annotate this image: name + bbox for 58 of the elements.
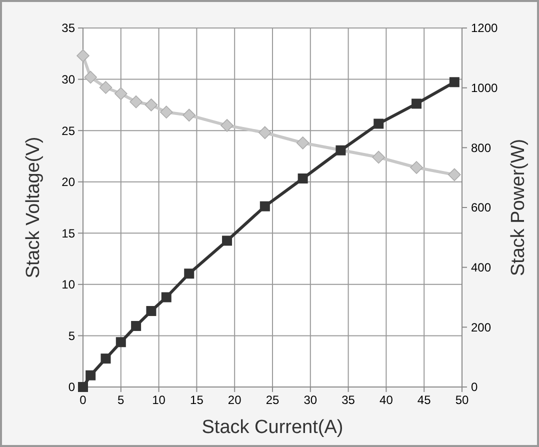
point: [220, 119, 234, 132]
x-axis-title: Stack Current(A): [202, 417, 344, 438]
point: [84, 70, 97, 84]
point: [260, 201, 270, 212]
point: [374, 118, 384, 129]
point: [114, 87, 128, 100]
y-tick-label: 10: [62, 278, 76, 292]
y2-tick-label: 1000: [471, 81, 498, 96]
point: [86, 370, 96, 380]
y2-tick-label: 1200: [471, 21, 498, 36]
y2-tick-label: 200: [471, 320, 492, 334]
y2-tick-label: 0: [471, 380, 478, 394]
point: [222, 236, 232, 246]
point: [448, 168, 461, 182]
y-tick-label: 35: [62, 21, 76, 36]
point: [131, 320, 142, 331]
point: [161, 292, 172, 302]
x-tick-label: 50: [455, 393, 469, 407]
point: [99, 81, 112, 94]
x-tick-label: 30: [304, 393, 318, 407]
y-tick-label: 15: [62, 226, 76, 240]
point: [78, 382, 88, 392]
x-tick-label: 40: [380, 393, 394, 407]
x-tick-label: 35: [342, 393, 356, 407]
x-tick-label: 0: [80, 393, 87, 407]
point: [116, 337, 126, 348]
y-tick-label: 25: [62, 124, 76, 138]
y-tick-label: 30: [62, 72, 76, 86]
x-tick-label: 5: [118, 393, 125, 407]
y2-axis-title: Stack Power(W): [508, 138, 529, 276]
x-tick-label: 20: [228, 393, 242, 407]
x-tick-label: 10: [152, 393, 166, 407]
x-tick-label: 25: [266, 393, 280, 407]
point: [100, 354, 111, 364]
point: [410, 161, 423, 174]
y2-tick-label: 600: [471, 200, 492, 215]
y-axis-title: Stack Voltage(V): [23, 136, 44, 278]
point: [144, 98, 158, 112]
point: [146, 306, 156, 316]
point: [160, 106, 173, 119]
point: [182, 108, 196, 122]
point: [130, 95, 142, 108]
y-tick-label: 5: [68, 328, 76, 343]
point: [296, 136, 310, 150]
y-tick-label: 20: [62, 175, 76, 190]
y2-tick-label: 400: [471, 260, 492, 275]
point: [336, 145, 346, 156]
point: [76, 49, 90, 62]
point: [258, 126, 272, 140]
point: [184, 268, 194, 279]
point: [372, 150, 386, 164]
y-tick-label: 0: [68, 380, 76, 394]
x-tick-label: 15: [190, 393, 204, 407]
y2-tick-label: 800: [471, 140, 492, 155]
point: [298, 173, 308, 184]
x-tick-label: 45: [417, 393, 432, 407]
point: [412, 98, 422, 109]
point: [449, 77, 460, 88]
